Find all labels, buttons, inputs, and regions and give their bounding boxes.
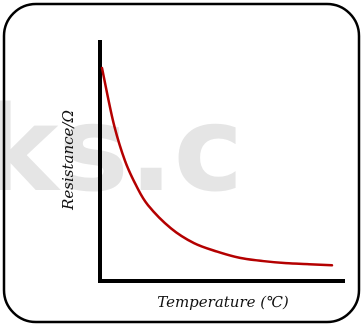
- series-group: [100, 66, 334, 267]
- series-line-0: [100, 66, 334, 267]
- chart-frame: [2, 2, 361, 324]
- y-axis-label: Resistance/Ω: [59, 110, 77, 211]
- x-axis-label: Temperature (℃): [157, 293, 289, 311]
